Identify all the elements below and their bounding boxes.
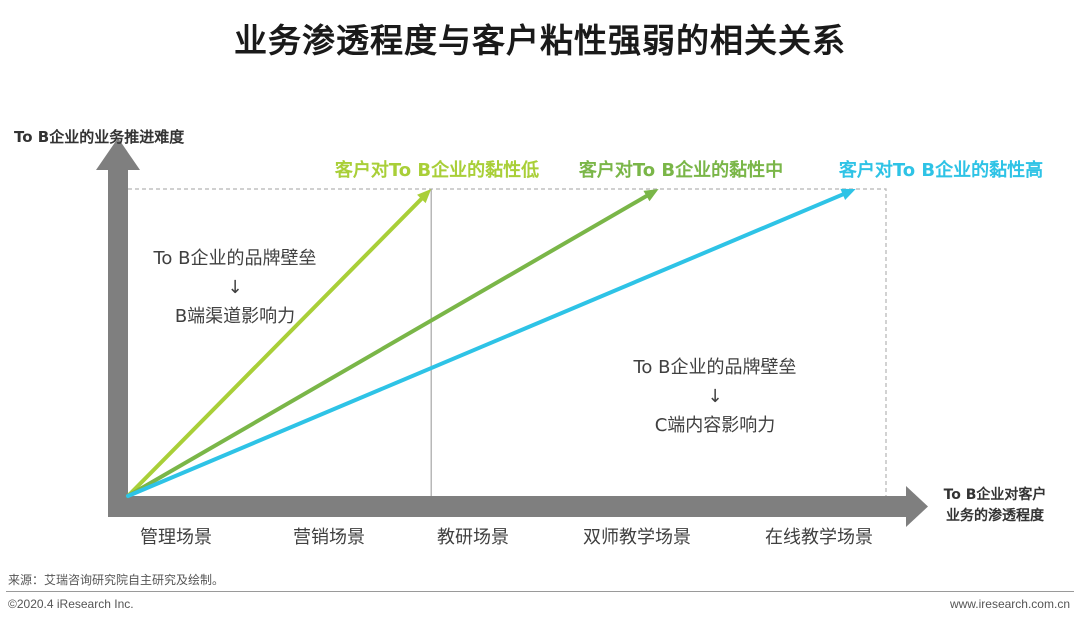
series-line	[126, 194, 649, 498]
x-tick-label: 教研场景	[437, 527, 509, 548]
series-name-label: 客户对To B企业的黏性中	[579, 159, 783, 181]
series-arrowhead	[840, 188, 856, 200]
annotation-line: To B企业的品牌壁垒	[632, 357, 796, 378]
x-axis	[108, 496, 908, 517]
y-axis-arrow	[96, 138, 140, 170]
x-tick-label: 在线教学场景	[765, 527, 873, 548]
source-note: 来源：艾瑞咨询研究院自主研究及绘制。	[8, 573, 225, 587]
x-axis-label-line: To B企业对客户	[944, 486, 1047, 503]
page-title: 业务渗透程度与客户粘性强弱的相关关系	[234, 21, 846, 60]
y-axis	[108, 168, 128, 517]
annotation-line: C端内容影响力	[655, 415, 776, 436]
website-link[interactable]: www.iresearch.com.cn	[949, 597, 1070, 611]
footer-divider	[6, 591, 1074, 592]
x-axis-arrow	[906, 486, 928, 527]
x-tick-label: 双师教学场景	[583, 527, 691, 548]
annotation-line: ↓	[227, 277, 242, 298]
x-tick-label: 管理场景	[140, 527, 212, 548]
annotation-line: To B企业的品牌壁垒	[152, 248, 316, 269]
x-axis-label-line: 业务的渗透程度	[946, 507, 1045, 524]
y-axis-label: To B企业的业务推进难度	[14, 128, 185, 146]
series-arrowhead	[417, 189, 432, 204]
series-line	[126, 192, 845, 498]
x-tick-label: 营销场景	[293, 527, 365, 548]
copyright: ©2020.4 iResearch Inc.	[8, 597, 134, 611]
plot-boundary	[128, 188, 887, 496]
series-line	[126, 196, 424, 498]
series-name-label: 客户对To B企业的黏性高	[839, 159, 1043, 181]
annotation-line: ↓	[707, 386, 722, 407]
series-name-label: 客户对To B企业的黏性低	[335, 159, 539, 181]
annotation-line: B端渠道影响力	[175, 306, 295, 327]
series-arrowhead	[643, 189, 659, 202]
